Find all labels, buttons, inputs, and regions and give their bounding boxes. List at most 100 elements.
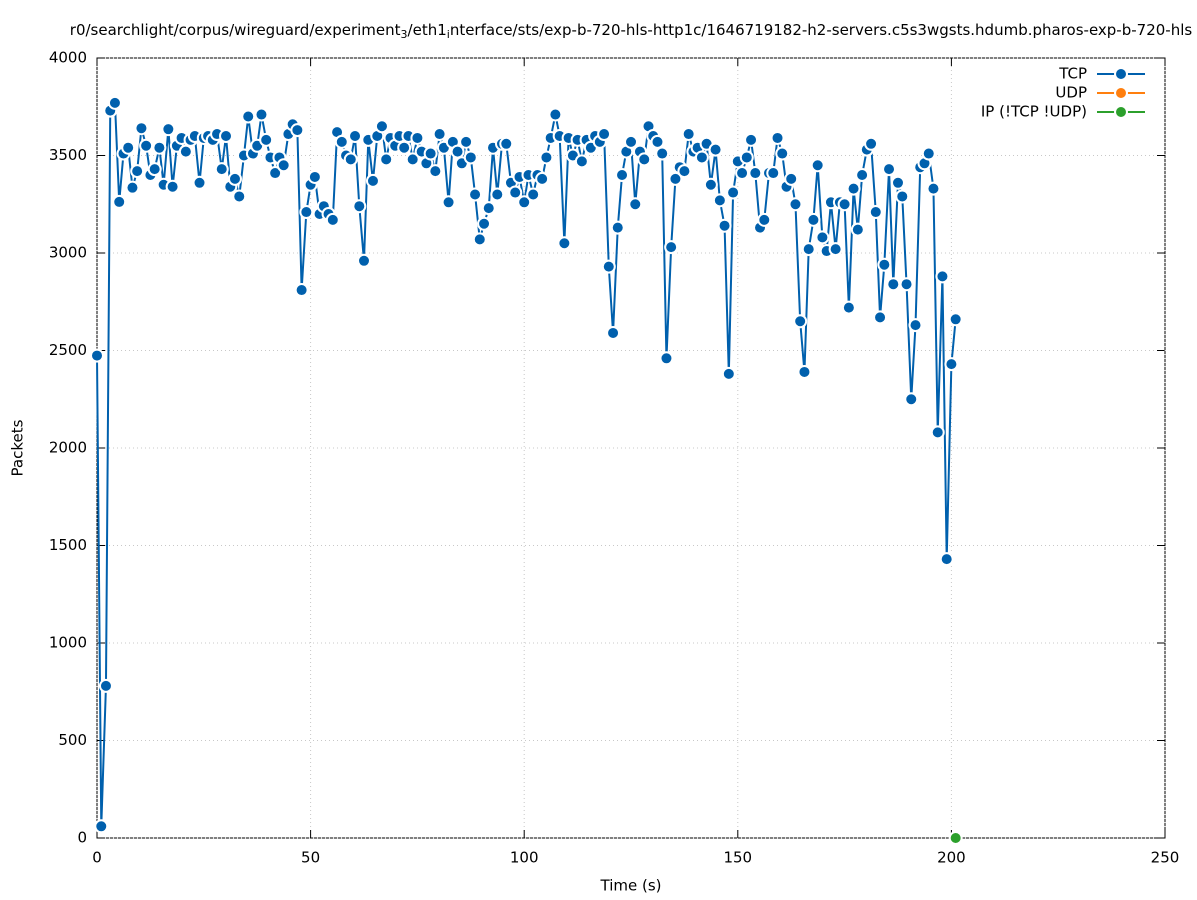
data-point (739, 150, 754, 165)
data-point (294, 283, 309, 298)
data-point (930, 425, 945, 440)
data-point (855, 168, 870, 182)
data-point (147, 162, 162, 177)
data-point (94, 819, 109, 834)
data-point (908, 318, 923, 333)
data-point (810, 158, 825, 173)
data-point (334, 134, 349, 149)
data-point (637, 152, 652, 167)
data-point (597, 127, 612, 142)
data-point (891, 175, 905, 190)
data-point (681, 127, 696, 142)
title-part: nterface/sts/exp-b-720-hls-http1c/164671… (450, 21, 1193, 39)
data-point (410, 130, 425, 145)
y-tick-label: 500 (58, 731, 87, 749)
title-part: r0/searchlight/corpus/wireguard/experime… (70, 21, 401, 39)
data-point (499, 136, 514, 151)
data-point (944, 357, 959, 372)
data-point (379, 152, 394, 167)
data-point (624, 134, 638, 149)
data-point (165, 179, 180, 194)
data-point (526, 187, 541, 202)
data-point (694, 150, 709, 165)
data-point (214, 162, 229, 177)
data-point (557, 236, 572, 251)
data-point (886, 277, 901, 292)
data-point (268, 166, 283, 181)
data-point (139, 138, 154, 153)
data-point (748, 166, 763, 181)
x-tick-label: 200 (937, 849, 966, 867)
data-point (574, 154, 589, 169)
data-point (655, 146, 670, 161)
data-point (775, 146, 790, 161)
data-point (664, 240, 679, 255)
data-point (828, 242, 843, 257)
data-point (606, 325, 621, 340)
data-point (548, 107, 563, 122)
data-point (357, 253, 371, 268)
data-point (125, 180, 140, 195)
data-point (793, 314, 808, 329)
data-point (517, 195, 532, 210)
y-tick-label: 1000 (49, 634, 87, 652)
data-point (850, 222, 865, 237)
legend-label: IP (!TCP !UDP) (981, 103, 1087, 121)
data-point (677, 164, 692, 179)
data-point (659, 351, 674, 366)
data-point (837, 197, 852, 212)
data-point (241, 109, 256, 124)
data-point (788, 197, 803, 212)
data-point (703, 177, 718, 192)
x-tick-label: 50 (301, 849, 320, 867)
chart-title: r0/searchlight/corpus/wireguard/experime… (70, 21, 1193, 42)
data-point (472, 232, 487, 247)
legend-marker (1114, 105, 1128, 119)
x-tick-label: 0 (92, 849, 102, 867)
data-point (935, 269, 950, 284)
legend-label: UDP (1055, 84, 1087, 102)
data-point (232, 189, 247, 204)
data-point (628, 197, 643, 212)
data-point (770, 130, 785, 145)
data-point (374, 119, 389, 134)
data-point (276, 158, 291, 173)
data-point (601, 259, 616, 274)
data-point (846, 181, 861, 196)
data-point (450, 144, 465, 159)
data-point (708, 142, 723, 157)
data-point (428, 164, 443, 179)
data-point (815, 230, 830, 245)
data-point (899, 277, 914, 292)
data-point (463, 150, 478, 165)
data-point (468, 187, 483, 202)
data-point (112, 194, 127, 209)
data-point (877, 257, 892, 272)
data-point (948, 831, 963, 845)
data-point (254, 107, 269, 122)
data-point (405, 152, 420, 167)
data-point (766, 166, 781, 181)
data-point (939, 552, 954, 567)
data-point (784, 171, 799, 186)
data-point (121, 140, 136, 155)
data-point (459, 134, 474, 149)
data-point (348, 129, 363, 143)
data-point (90, 348, 104, 363)
data-point (868, 205, 883, 220)
x-tick-label: 150 (723, 849, 752, 867)
data-point (841, 300, 856, 315)
data-point (721, 366, 736, 381)
data-point (801, 242, 816, 257)
data-point (161, 122, 176, 137)
title-part: 3 (401, 28, 408, 41)
data-point (926, 181, 941, 196)
x-tick-label: 100 (510, 849, 539, 867)
data-point (610, 220, 625, 235)
data-point (290, 123, 305, 138)
data-point (219, 129, 234, 143)
x-tick-label: 250 (1151, 849, 1180, 867)
data-point (152, 140, 167, 155)
data-point (508, 185, 523, 200)
